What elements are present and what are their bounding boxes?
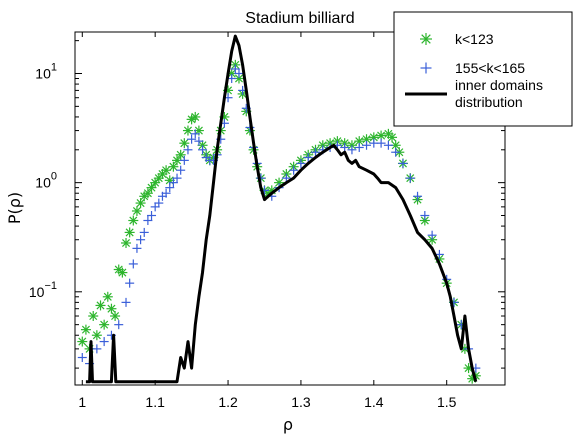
data-point bbox=[194, 136, 204, 146]
legend-marker-plus bbox=[420, 62, 432, 74]
data-point bbox=[117, 267, 128, 278]
data-point bbox=[161, 188, 171, 198]
data-point bbox=[91, 330, 102, 341]
data-point bbox=[347, 145, 357, 155]
data-point bbox=[114, 320, 124, 330]
x-axis-label: ρ bbox=[283, 415, 293, 434]
data-point bbox=[175, 149, 186, 160]
data-point bbox=[398, 158, 408, 168]
data-point bbox=[161, 165, 172, 176]
data-point bbox=[179, 138, 190, 149]
data-point bbox=[136, 235, 146, 245]
data-point bbox=[303, 152, 313, 162]
data-point bbox=[198, 145, 208, 155]
legend-label-155-k-165: 155<k<165 bbox=[455, 60, 525, 76]
legend-asterisk-glyph bbox=[420, 33, 432, 45]
data-point bbox=[77, 336, 88, 347]
data-point bbox=[154, 198, 164, 208]
data-point bbox=[77, 353, 87, 363]
data-point bbox=[289, 165, 299, 175]
data-point bbox=[387, 132, 398, 143]
data-point bbox=[190, 111, 201, 122]
data-point bbox=[176, 165, 186, 175]
data-point bbox=[296, 158, 306, 168]
data-point bbox=[139, 227, 149, 237]
data-point bbox=[427, 230, 437, 240]
data-point bbox=[125, 278, 135, 288]
x-tick-label: 1.3 bbox=[291, 394, 311, 410]
chart-title: Stadium billiard bbox=[245, 10, 354, 27]
legend-marker-asterisk bbox=[420, 33, 432, 45]
data-point bbox=[131, 205, 142, 216]
x-tick-label: 1.1 bbox=[145, 394, 165, 410]
data-point bbox=[124, 227, 135, 238]
x-tick-label: 1.2 bbox=[218, 394, 238, 410]
data-point bbox=[340, 142, 350, 152]
data-point bbox=[121, 237, 132, 248]
data-point bbox=[391, 147, 401, 157]
y-tick-label: 101 bbox=[35, 62, 57, 82]
data-point bbox=[80, 324, 91, 335]
data-point bbox=[413, 191, 423, 201]
data-point bbox=[165, 183, 175, 193]
data-point bbox=[172, 173, 182, 183]
data-point bbox=[234, 69, 244, 79]
data-point bbox=[132, 243, 142, 253]
data-point bbox=[183, 145, 193, 155]
series-layer bbox=[77, 34, 481, 384]
y-axis-label: P(ρ) bbox=[5, 192, 24, 224]
legend-label-distribution: distribution bbox=[455, 94, 523, 110]
data-point bbox=[128, 259, 138, 269]
data-point bbox=[179, 155, 189, 165]
series-2 bbox=[85, 34, 478, 384]
data-point bbox=[172, 155, 183, 166]
data-point bbox=[190, 129, 200, 139]
axes-layer: 1 1.1 1.2 1.3 1.4 1.5 10−1 100 101 bbox=[29, 32, 505, 410]
data-point bbox=[187, 134, 197, 144]
y-tick-label: 100 bbox=[35, 171, 57, 191]
data-point bbox=[182, 125, 193, 136]
data-point bbox=[121, 297, 131, 307]
legend-plus-glyph bbox=[420, 62, 432, 74]
series-line bbox=[85, 34, 478, 384]
data-point bbox=[99, 337, 109, 347]
data-point bbox=[383, 140, 393, 150]
data-point bbox=[230, 64, 240, 74]
data-point bbox=[147, 211, 157, 221]
data-point bbox=[362, 140, 372, 150]
data-point bbox=[168, 178, 178, 188]
data-point bbox=[143, 216, 153, 226]
legend-box bbox=[393, 11, 573, 127]
data-point bbox=[405, 173, 415, 183]
data-point bbox=[128, 215, 139, 226]
legend-label-inner-domains: inner domains bbox=[455, 77, 543, 93]
x-tick-label: 1 bbox=[78, 394, 86, 410]
data-point bbox=[376, 138, 386, 148]
data-point bbox=[311, 147, 321, 157]
y-tick-label: 10−1 bbox=[29, 280, 57, 300]
legend-label-k-lt-123: k<123 bbox=[455, 31, 494, 47]
data-point bbox=[92, 344, 102, 354]
data-point bbox=[88, 311, 99, 322]
plot-frame bbox=[74, 31, 506, 386]
legend: k<123 155<k<165 inner domains distributi… bbox=[393, 11, 573, 127]
data-point bbox=[102, 291, 113, 302]
data-point bbox=[142, 188, 153, 199]
data-point bbox=[150, 202, 160, 212]
data-point bbox=[99, 319, 110, 330]
x-tick-label: 1.4 bbox=[364, 394, 384, 410]
data-point bbox=[95, 300, 106, 311]
data-point bbox=[106, 303, 117, 314]
x-tick-label: 1.5 bbox=[437, 394, 457, 410]
data-point bbox=[420, 211, 430, 221]
data-point bbox=[354, 142, 364, 152]
data-point bbox=[368, 132, 379, 143]
data-point bbox=[110, 311, 121, 322]
